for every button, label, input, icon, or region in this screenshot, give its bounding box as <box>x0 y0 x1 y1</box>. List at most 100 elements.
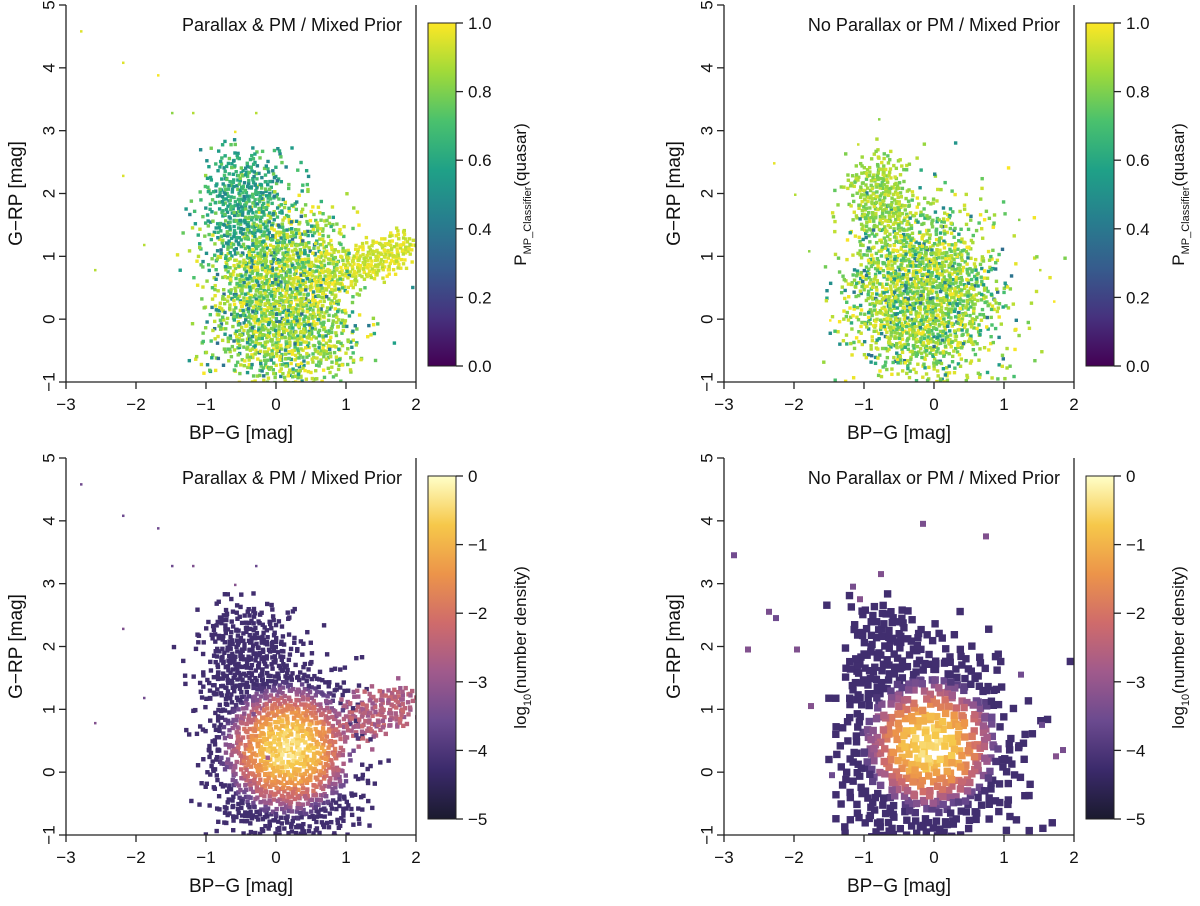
data-point <box>1002 290 1006 295</box>
data-point <box>361 247 365 252</box>
data-point <box>858 289 863 293</box>
data-point <box>248 157 253 162</box>
data-point <box>919 168 923 172</box>
data-point <box>309 260 314 265</box>
data-point <box>883 327 888 331</box>
data-point <box>920 244 925 248</box>
data-point <box>353 247 358 251</box>
data-point <box>274 261 279 265</box>
data-point <box>303 252 307 256</box>
data-point <box>908 248 912 252</box>
data-point <box>266 170 271 174</box>
data-point <box>233 200 238 204</box>
data-point <box>889 207 893 212</box>
data-point <box>956 284 961 289</box>
data-point <box>273 644 279 650</box>
data-point <box>883 215 887 219</box>
data-point <box>299 214 304 219</box>
data-point <box>850 174 855 178</box>
data-point <box>306 257 311 261</box>
data-point <box>241 751 247 756</box>
data-point <box>310 278 314 283</box>
data-point <box>253 260 257 264</box>
data-point <box>290 352 295 356</box>
data-point <box>251 247 255 252</box>
data-point <box>878 194 883 198</box>
data-point <box>251 789 256 795</box>
data-point <box>349 340 353 344</box>
data-point <box>885 355 890 360</box>
data-point <box>326 234 331 239</box>
data-point <box>991 225 995 229</box>
data-point <box>388 234 392 238</box>
data-point <box>237 294 242 298</box>
data-point <box>312 212 316 217</box>
data-point <box>848 315 853 320</box>
data-point <box>243 231 248 236</box>
data-point <box>981 313 986 317</box>
data-point <box>279 280 283 284</box>
data-point <box>266 285 271 289</box>
data-point <box>236 320 240 324</box>
data-point <box>344 311 348 315</box>
data-point <box>203 234 207 238</box>
data-point <box>251 651 256 657</box>
data-point <box>274 806 279 812</box>
data-point <box>284 213 289 218</box>
data-point <box>852 307 856 311</box>
data-point <box>970 296 974 300</box>
data-point <box>289 282 294 286</box>
data-point <box>272 361 276 365</box>
data-point <box>303 346 308 350</box>
data-point <box>299 375 303 379</box>
data-point <box>953 192 957 197</box>
data-point <box>330 292 334 296</box>
y-tick-label: 1 <box>697 252 716 261</box>
data-point <box>928 263 932 268</box>
data-point <box>229 279 233 283</box>
data-point <box>327 780 332 785</box>
data-point <box>273 247 277 252</box>
data-point <box>885 319 889 323</box>
data-point <box>922 242 926 246</box>
data-point <box>260 149 265 154</box>
data-point <box>305 777 311 782</box>
data-point <box>985 276 990 280</box>
data-point <box>852 199 856 204</box>
data-point <box>898 268 902 272</box>
data-point <box>977 323 981 327</box>
data-point <box>225 210 230 214</box>
data-point <box>888 186 893 191</box>
data-point <box>358 273 362 277</box>
data-point <box>251 374 256 378</box>
data-point <box>336 318 341 322</box>
data-point <box>304 780 310 786</box>
data-point <box>868 281 872 286</box>
data-point <box>982 218 987 222</box>
data-point <box>964 378 969 382</box>
data-point <box>374 240 379 245</box>
data-point <box>207 164 211 169</box>
data-point <box>265 298 270 303</box>
data-point <box>962 203 967 207</box>
data-point <box>249 366 253 370</box>
data-point <box>879 266 883 271</box>
data-point <box>944 371 949 375</box>
data-point <box>249 771 255 776</box>
data-point <box>918 260 922 264</box>
data-point <box>270 261 274 266</box>
data-point <box>952 228 956 233</box>
data-point <box>301 278 305 283</box>
data-point <box>250 353 254 357</box>
data-point <box>241 694 247 699</box>
data-point <box>997 363 1001 367</box>
data-point <box>854 176 858 180</box>
data-point <box>261 246 265 251</box>
data-point <box>330 723 336 729</box>
data-point <box>289 293 294 297</box>
data-point <box>295 339 300 344</box>
data-point <box>291 310 296 315</box>
data-point <box>194 357 198 361</box>
data-point <box>255 265 260 270</box>
data-point <box>250 285 254 290</box>
